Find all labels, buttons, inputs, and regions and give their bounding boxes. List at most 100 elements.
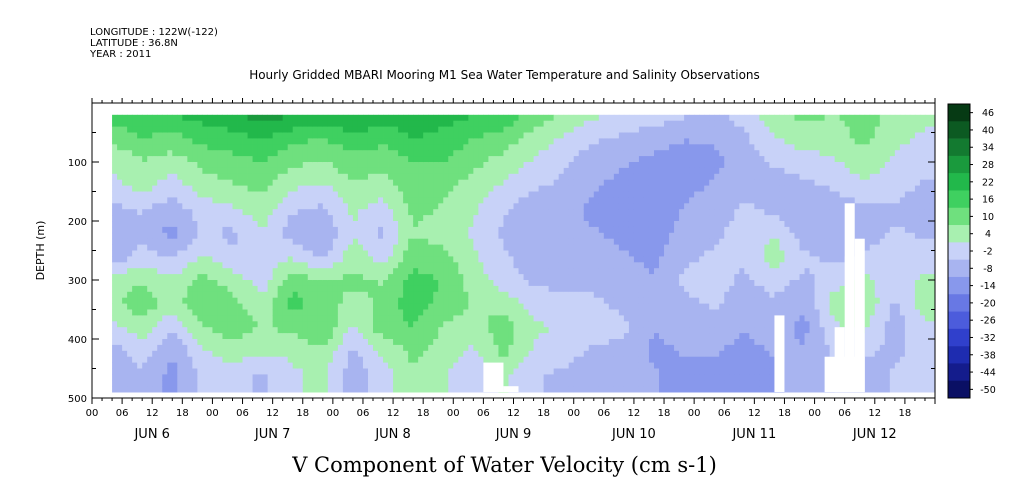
heat-cell (638, 203, 645, 210)
heat-cell (508, 138, 514, 145)
heat-cell (157, 374, 163, 381)
heat-cell (362, 232, 369, 240)
heat-cell (327, 350, 334, 358)
heat-cell (132, 221, 138, 228)
heat-cell (117, 339, 123, 346)
heat-cell (578, 144, 585, 151)
heat-cell (418, 339, 424, 346)
heat-cell (593, 380, 600, 387)
heat-cell (232, 191, 238, 198)
heat-cell (463, 179, 469, 186)
heat-cell (262, 162, 269, 169)
heat-cell (177, 274, 183, 281)
heat-cell (543, 162, 550, 169)
heat-cell (137, 386, 143, 393)
heat-cell (418, 126, 424, 133)
heat-cell (197, 309, 203, 316)
heat-cell (383, 303, 389, 310)
heat-cell (212, 203, 218, 210)
heat-cell (337, 380, 344, 387)
heat-cell (473, 221, 479, 228)
heat-cell (543, 138, 550, 145)
heat-cell (312, 350, 319, 358)
heat-cell (352, 362, 359, 369)
heat-cell (508, 280, 514, 287)
heat-cell (393, 173, 399, 181)
heat-cell (227, 150, 233, 157)
heat-cell (493, 350, 499, 358)
heat-cell (533, 297, 539, 304)
heat-cell (202, 356, 208, 363)
heat-cell (573, 374, 580, 381)
heat-cell (127, 285, 133, 293)
heat-cell (322, 380, 329, 387)
heat-cell (523, 327, 529, 334)
heat-cell (633, 297, 640, 304)
heat-cell (197, 215, 203, 222)
heat-cell (413, 132, 419, 139)
heat-cell (448, 368, 454, 375)
heat-cell (518, 315, 524, 322)
heat-cell (633, 203, 640, 210)
heat-cell (352, 344, 359, 352)
heat-cell (302, 291, 309, 299)
heat-cell (302, 250, 309, 257)
heat-cell (257, 250, 264, 257)
heat-cell (287, 250, 294, 257)
heat-cell (277, 203, 284, 210)
heat-cell (378, 167, 384, 175)
heat-cell (428, 215, 434, 222)
heat-cell (378, 226, 384, 234)
heat-cell (558, 179, 565, 186)
heat-cell (142, 179, 148, 186)
heat-cell (132, 262, 138, 269)
heat-cell (162, 167, 168, 175)
heat-cell (633, 315, 640, 322)
heat-cell (217, 256, 223, 263)
heat-cell (628, 380, 635, 387)
heat-cell (112, 244, 118, 251)
heat-cell (257, 167, 264, 175)
heat-cell (543, 303, 550, 310)
heat-cell (137, 203, 143, 210)
heat-cell (508, 274, 514, 281)
heat-cell (147, 156, 153, 163)
heat-cell (232, 356, 238, 363)
heat-cell (152, 162, 158, 169)
heat-cell (237, 132, 243, 139)
heat-cell (217, 333, 223, 340)
heat-cell (342, 144, 349, 151)
heat-cell (272, 191, 279, 198)
heat-cell (217, 179, 223, 186)
heat-cell (332, 156, 339, 163)
heat-cell (112, 386, 118, 393)
heat-cell (327, 309, 334, 316)
heat-cell (598, 138, 605, 145)
heat-cell (388, 374, 394, 381)
heat-cell (573, 303, 580, 310)
heat-cell (252, 350, 258, 358)
heat-cell (488, 250, 494, 257)
heat-cell (573, 321, 580, 328)
heat-cell (408, 232, 414, 240)
heat-cell (127, 185, 133, 192)
heat-cell (297, 221, 304, 228)
heat-cell (528, 150, 534, 157)
heat-cell (538, 344, 545, 352)
heat-cell (488, 309, 494, 316)
heat-cell (498, 232, 504, 240)
heat-cell (277, 179, 284, 186)
heat-cell (483, 333, 489, 340)
heat-cell (192, 356, 198, 363)
heat-cell (367, 191, 374, 198)
heat-cell (538, 215, 545, 222)
heat-cell (177, 132, 183, 139)
heat-cell (548, 297, 555, 304)
heat-cell (633, 179, 640, 186)
heat-cell (202, 173, 208, 181)
heat-cell (132, 268, 138, 275)
heat-cell (217, 315, 223, 322)
heat-cell (518, 150, 524, 157)
heat-cell (518, 215, 524, 222)
heat-cell (518, 380, 524, 387)
